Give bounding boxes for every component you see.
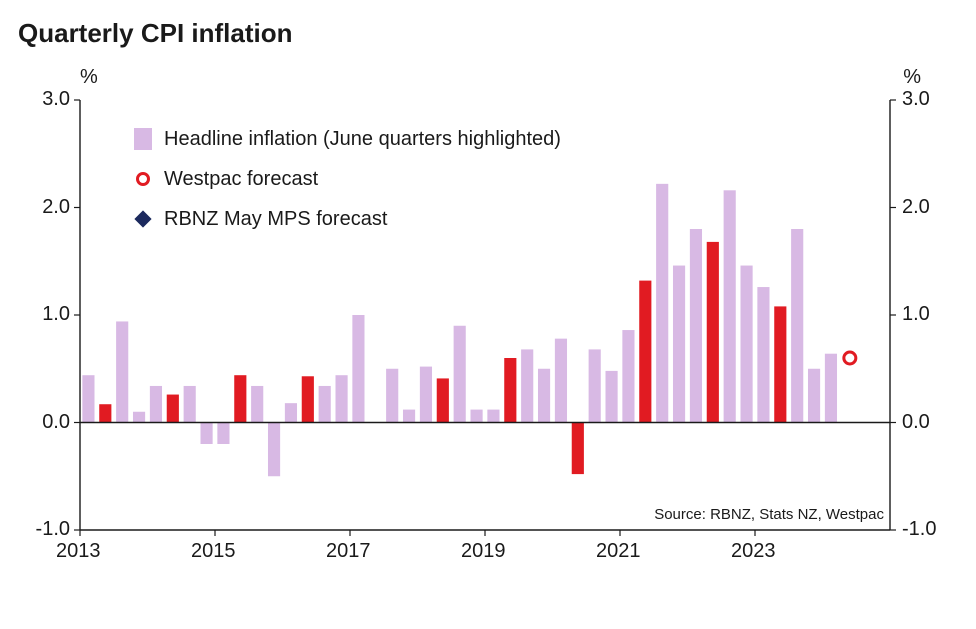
bar <box>572 423 584 475</box>
bar <box>133 412 145 423</box>
bar <box>335 375 347 422</box>
bar <box>656 184 668 423</box>
bar <box>184 386 196 423</box>
bar <box>774 306 786 422</box>
y-tick-label: 1.0 <box>902 303 930 326</box>
bar <box>167 395 179 423</box>
x-tick-label: 2019 <box>461 540 506 563</box>
bar <box>707 242 719 423</box>
legend-label-westpac: Westpac forecast <box>164 168 318 191</box>
y-tick-label: -1.0 <box>902 518 936 541</box>
legend: Headline inflation (June quarters highli… <box>134 126 561 246</box>
bar <box>791 229 803 423</box>
bar <box>150 386 162 423</box>
bar <box>403 410 415 423</box>
bar <box>82 375 94 422</box>
bar <box>386 369 398 423</box>
bar <box>487 410 499 423</box>
bar <box>690 229 702 423</box>
y-tick-label: 1.0 <box>42 303 70 326</box>
legend-swatch-headline <box>134 128 152 150</box>
legend-label-rbnz: RBNZ May MPS forecast <box>164 208 387 231</box>
bar <box>200 423 212 445</box>
bar <box>605 371 617 423</box>
bar <box>724 190 736 422</box>
bar <box>622 330 634 422</box>
bar <box>319 386 331 423</box>
y-tick-label: 3.0 <box>42 88 70 111</box>
westpac-forecast-marker <box>844 352 856 364</box>
x-tick-label: 2015 <box>191 540 236 563</box>
bar <box>285 403 297 422</box>
bar <box>538 369 550 423</box>
bar <box>673 266 685 423</box>
x-tick-label: 2013 <box>56 540 101 563</box>
bar <box>740 266 752 423</box>
source-text: Source: RBNZ, Stats NZ, Westpac <box>654 506 884 523</box>
bar <box>217 423 229 445</box>
legend-item-headline: Headline inflation (June quarters highli… <box>134 126 561 152</box>
y-axis-unit-left: % <box>80 66 98 89</box>
y-axis-unit-right: % <box>903 66 921 89</box>
bar <box>521 349 533 422</box>
bar <box>234 375 246 422</box>
legend-marker-rbnz <box>135 211 152 228</box>
bar <box>268 423 280 477</box>
x-tick-label: 2021 <box>596 540 641 563</box>
y-tick-label: 0.0 <box>902 411 930 434</box>
y-tick-label: -1.0 <box>36 518 70 541</box>
bar <box>454 326 466 423</box>
bar <box>116 321 128 422</box>
x-tick-label: 2017 <box>326 540 371 563</box>
bar <box>639 281 651 423</box>
chart-title: Quarterly CPI inflation <box>18 18 293 49</box>
bar <box>302 376 314 422</box>
y-tick-label: 3.0 <box>902 88 930 111</box>
bar <box>420 367 432 423</box>
y-tick-label: 2.0 <box>42 196 70 219</box>
legend-marker-westpac <box>136 172 150 186</box>
y-tick-label: 2.0 <box>902 196 930 219</box>
bar <box>504 358 516 423</box>
bar <box>352 315 364 423</box>
bar <box>437 378 449 422</box>
y-tick-label: 0.0 <box>42 411 70 434</box>
bar <box>555 339 567 423</box>
chart-container: Quarterly CPI inflation % % -1.0 0.0 1.0 2.… <box>0 0 976 629</box>
x-tick-label: 2023 <box>731 540 776 563</box>
bar <box>589 349 601 422</box>
bar <box>808 369 820 423</box>
bar <box>470 410 482 423</box>
bar <box>251 386 263 423</box>
bar <box>99 404 111 422</box>
bar <box>757 287 769 422</box>
legend-item-westpac: Westpac forecast <box>134 166 561 192</box>
bar <box>825 354 837 423</box>
legend-item-rbnz: RBNZ May MPS forecast <box>134 206 561 232</box>
legend-label-headline: Headline inflation (June quarters highli… <box>164 128 561 151</box>
